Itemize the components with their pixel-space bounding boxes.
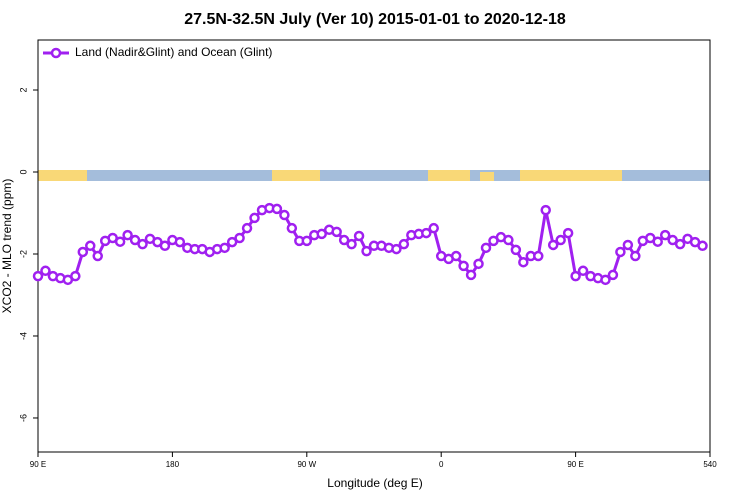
data-point bbox=[450, 250, 462, 262]
data-point bbox=[600, 274, 611, 286]
data-point bbox=[129, 234, 141, 246]
data-point bbox=[570, 270, 581, 282]
x-tick-label: 90 W bbox=[297, 460, 316, 469]
land-ocean-strip bbox=[38, 170, 710, 181]
data-point bbox=[353, 230, 365, 242]
data-point bbox=[174, 236, 186, 248]
data-point bbox=[279, 209, 290, 221]
y-tick-label: -4 bbox=[18, 332, 28, 340]
data-point bbox=[421, 227, 432, 239]
y-tick-label: -6 bbox=[18, 414, 28, 422]
data-point bbox=[398, 238, 410, 250]
plot-frame bbox=[37, 39, 711, 453]
data-point bbox=[226, 236, 238, 248]
data-point bbox=[391, 243, 402, 255]
data-point bbox=[159, 240, 171, 252]
data-point bbox=[70, 270, 81, 282]
data-point bbox=[286, 222, 298, 234]
data-point bbox=[518, 256, 529, 268]
data-point bbox=[622, 239, 634, 251]
data-point bbox=[555, 234, 566, 246]
data-point bbox=[249, 212, 260, 224]
x-tick-label: 90 E bbox=[30, 460, 46, 469]
data-point bbox=[659, 229, 671, 241]
data-point bbox=[85, 240, 96, 252]
data-point bbox=[652, 236, 663, 247]
y-tick-label: 0 bbox=[18, 169, 28, 174]
data-point bbox=[465, 269, 477, 281]
x-tick-label: 0 bbox=[439, 460, 444, 469]
y-tick-label: 2 bbox=[18, 88, 28, 93]
data-point bbox=[122, 229, 133, 241]
legend-label: Land (Nadir&Glint) and Ocean (Glint) bbox=[75, 45, 272, 59]
y-axis-label: XCO2 - MLO trend (ppm) bbox=[0, 179, 14, 314]
data-point bbox=[607, 269, 619, 281]
data-point bbox=[271, 203, 283, 215]
data-point bbox=[674, 238, 686, 250]
legend-marker bbox=[50, 47, 62, 59]
data-point bbox=[114, 236, 126, 247]
x-axis-label: Longitude (deg E) bbox=[327, 476, 422, 490]
data-point bbox=[316, 228, 327, 240]
data-point bbox=[338, 234, 350, 246]
data-point bbox=[562, 227, 574, 239]
data-point bbox=[615, 246, 626, 258]
data-point bbox=[92, 250, 103, 262]
data-point bbox=[77, 246, 89, 258]
data-point bbox=[219, 242, 230, 254]
data-point bbox=[234, 232, 245, 244]
data-point bbox=[510, 244, 522, 256]
x-tick-label: 90 E bbox=[567, 460, 583, 469]
data-point bbox=[480, 242, 492, 254]
data-point bbox=[667, 234, 678, 246]
data-point bbox=[331, 226, 342, 238]
x-tick-label: 540 bbox=[703, 460, 717, 469]
y-tick-label: -2 bbox=[18, 250, 28, 258]
data-point bbox=[346, 238, 357, 250]
data-point bbox=[301, 235, 313, 247]
data-point bbox=[533, 250, 544, 262]
data-point bbox=[32, 270, 44, 282]
data-point bbox=[473, 258, 484, 270]
data-point bbox=[540, 204, 551, 216]
x-tick-label: 180 bbox=[166, 460, 180, 469]
data-point bbox=[697, 240, 708, 252]
chart-title: 27.5N-32.5N July (Ver 10) 2015-01-01 to … bbox=[184, 11, 566, 28]
data-point bbox=[428, 222, 439, 234]
data-point bbox=[241, 222, 253, 234]
data-point bbox=[577, 265, 589, 277]
data-point bbox=[458, 260, 469, 272]
data-point bbox=[361, 245, 372, 257]
data-point bbox=[630, 250, 641, 262]
data-point bbox=[547, 239, 559, 251]
data-point bbox=[503, 234, 514, 246]
data-point bbox=[40, 265, 51, 277]
data-point bbox=[137, 238, 148, 250]
